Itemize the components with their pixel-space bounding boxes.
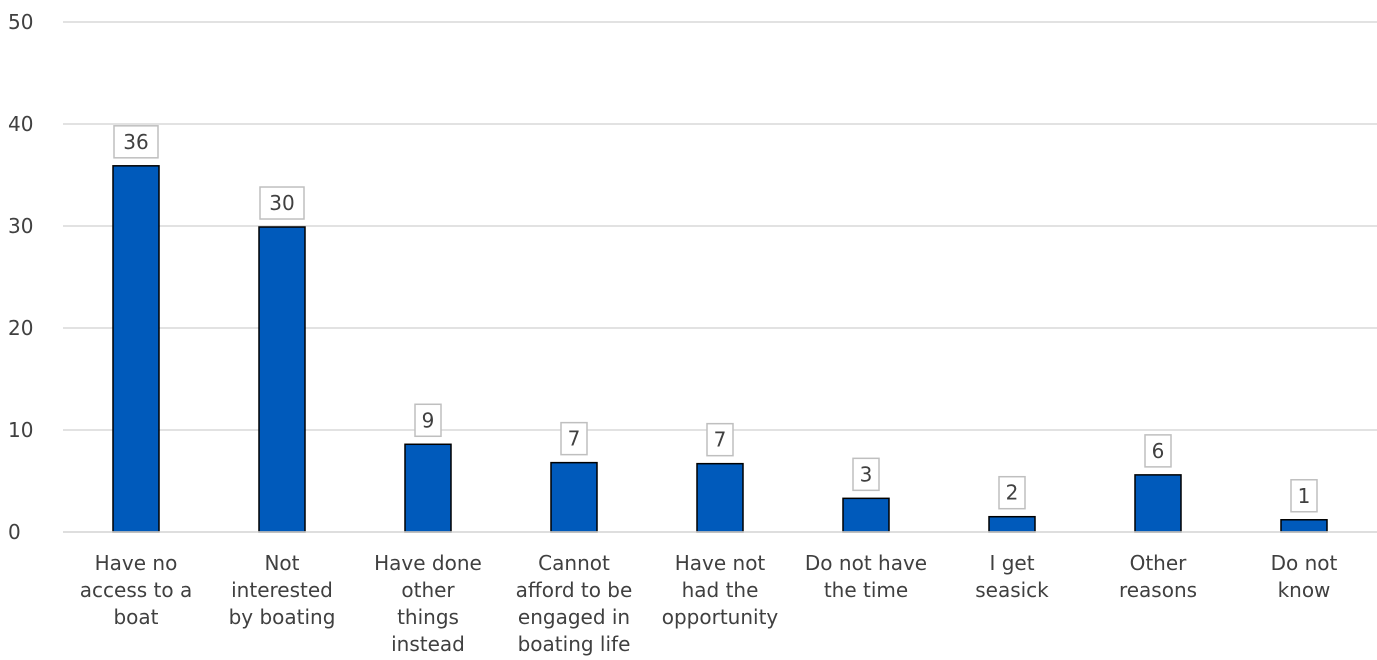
x-tick-label-line: Do not have <box>805 551 927 575</box>
x-tick-label-line: Have no <box>95 551 178 575</box>
bar <box>550 461 598 533</box>
y-tick-label: 0 <box>8 520 21 544</box>
x-tick-label: Cannot afford to be engaged in boating life <box>516 551 633 656</box>
data-label: 36 <box>123 130 148 154</box>
bar <box>988 515 1036 533</box>
y-tick-label: 10 <box>8 418 33 442</box>
bar <box>258 226 306 533</box>
data-label-box <box>1144 434 1172 468</box>
data-label-box <box>1290 479 1318 513</box>
x-tick-label-line: Have done <box>374 551 482 575</box>
x-tick-label: Other reasons <box>1119 551 1197 602</box>
bar <box>842 497 890 533</box>
data-label-box <box>560 421 588 456</box>
x-tick-label-line: afford to be <box>516 578 633 602</box>
x-tick-label: Not interested by boating <box>229 551 336 629</box>
x-tick-label-line: other <box>401 578 455 602</box>
x-tick-label-line: access to a <box>80 578 192 602</box>
x-tick-label-line: know <box>1278 578 1331 602</box>
x-tick-label-line: Cannot <box>538 551 610 575</box>
x-tick-label-line: boat <box>113 605 158 629</box>
data-label: 7 <box>714 428 727 452</box>
x-tick-label-line: by boating <box>229 605 336 629</box>
x-tick-label-line: the time <box>824 578 908 602</box>
data-label: 7 <box>568 427 581 451</box>
data-label-box <box>852 457 880 492</box>
data-label-box <box>113 125 159 159</box>
y-tick-label: 50 <box>8 10 33 34</box>
data-label: 9 <box>422 408 435 432</box>
bar <box>696 462 744 533</box>
x-tick-label-line: opportunity <box>662 605 779 629</box>
x-tick-label-line: reasons <box>1119 578 1197 602</box>
x-tick-label: Do not know <box>1271 551 1338 602</box>
data-label: 2 <box>1006 481 1019 505</box>
y-tick-label: 30 <box>8 214 33 238</box>
x-tick-label-line: Do not <box>1271 551 1338 575</box>
x-tick-label-line: Not <box>264 551 299 575</box>
data-label-box <box>998 475 1026 510</box>
x-tick-label-line: had the <box>682 578 759 602</box>
x-tick-label-line: Have not <box>675 551 766 575</box>
data-label-box <box>414 403 442 438</box>
x-tick-label: Do not have the time <box>805 551 927 602</box>
x-tick-label-line: I get <box>989 551 1034 575</box>
y-tick-label: 40 <box>8 112 33 136</box>
data-label: 30 <box>269 191 294 215</box>
x-tick-label: Have done other things instead <box>374 551 482 656</box>
x-tick-label-line: engaged in <box>518 605 630 629</box>
data-label: 6 <box>1152 439 1165 463</box>
data-label: 3 <box>860 462 873 486</box>
data-label-box <box>259 186 305 220</box>
x-tick-label: Have no access to a boat <box>80 551 192 629</box>
x-tick-label-line: seasick <box>975 578 1049 602</box>
x-tick-label-line: interested <box>231 578 333 602</box>
x-tick-label-line: instead <box>391 632 465 656</box>
y-tick-label: 20 <box>8 316 33 340</box>
bar <box>404 443 452 533</box>
x-tick-label: I get seasick <box>975 551 1049 602</box>
x-tick-label-line: Other <box>1130 551 1188 575</box>
bar <box>112 165 160 533</box>
bar <box>1134 474 1182 533</box>
data-label-box <box>706 422 734 457</box>
x-tick-label: Have not had the opportunity <box>662 551 779 629</box>
bar <box>1280 519 1328 533</box>
x-tick-label-line: things <box>397 605 459 629</box>
data-label: 1 <box>1298 484 1311 508</box>
x-tick-label-line: boating life <box>518 632 631 656</box>
